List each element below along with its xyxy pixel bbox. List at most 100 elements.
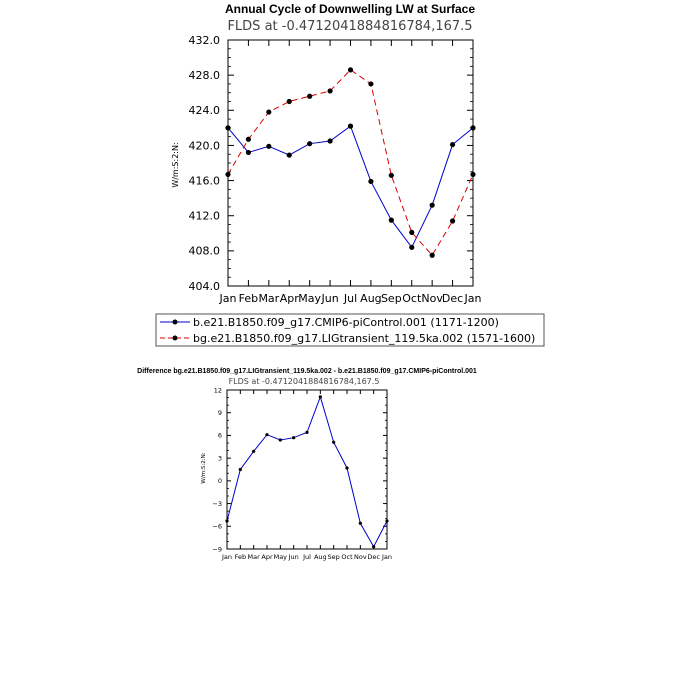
y-tick-label: 424.0 [189, 104, 221, 117]
chart2-title: Difference bg.e21.B1850.f09_g17.LIGtrans… [137, 368, 477, 375]
chart1-legend: b.e21.B1850.f09_g17.CMIP6-piControl.001 … [155, 313, 545, 347]
x-tick-label: May [274, 553, 288, 561]
x-tick-label: Oct [341, 553, 353, 561]
series-1-point [305, 430, 309, 434]
y-tick-label: 3 [218, 454, 222, 462]
plot-frame [226, 389, 388, 550]
legend-swatch-marker [172, 319, 178, 325]
series-2-point [388, 172, 394, 178]
series-2-point [245, 136, 252, 142]
y-tick-label: 408.0 [189, 245, 221, 258]
series-2-point [307, 93, 313, 99]
series-1-point [225, 125, 231, 131]
legend-label-series-2: bg.e21.B1850.f09_g17.LIGtransient_119.5k… [193, 332, 535, 345]
x-tick-label: Jan [221, 553, 232, 561]
x-tick-label: Jul [343, 292, 357, 305]
x-tick-label: Jan [464, 292, 482, 305]
series-2-point [409, 229, 415, 236]
series-1-point [449, 141, 456, 148]
y-tick-label: 12 [214, 386, 222, 394]
y-tick-label: 420.0 [189, 139, 221, 152]
y-tick-label: −3 [212, 500, 222, 508]
series-2-point [470, 171, 476, 178]
series-1-point [307, 141, 313, 147]
x-tick-label: Apr [280, 292, 300, 305]
series-line-1 [227, 125, 474, 249]
series-1-point [252, 449, 256, 453]
legend-swatch-marker [172, 335, 178, 341]
series-2-point [449, 218, 456, 224]
series-1-point [429, 202, 435, 208]
series-1-point [286, 152, 292, 158]
x-tick-label: Dec [442, 292, 463, 305]
legend-label-series-1: b.e21.B1850.f09_g17.CMIP6-piControl.001 … [193, 316, 499, 329]
x-tick-label: Mar [258, 292, 279, 305]
series-1-point [347, 123, 354, 129]
x-tick-label: Jan [381, 553, 392, 561]
legend-box [155, 313, 545, 347]
series-1-point [332, 440, 336, 444]
chart2-subtitle: FLDS at -0.4712041884816784,167.5 [229, 377, 380, 386]
series-1-point [409, 244, 415, 250]
series-line-1 [226, 395, 388, 548]
series-1-point [345, 466, 349, 470]
y-tick-label: 6 [218, 432, 222, 440]
x-tick-label: Feb [235, 553, 247, 561]
series-1-point [225, 519, 229, 523]
x-tick-label: Apr [261, 553, 273, 561]
series-1-point [292, 436, 296, 440]
series-2-point [368, 81, 374, 87]
y-tick-label: 0 [218, 477, 222, 485]
series-1-point [265, 433, 269, 437]
y-tick-label: −6 [212, 523, 222, 531]
x-tick-label: Nov [421, 292, 443, 305]
x-tick-label: May [298, 292, 321, 305]
y-tick-label: 416.0 [189, 174, 221, 187]
x-tick-label: Dec [367, 553, 380, 561]
x-tick-label: Jun [288, 553, 299, 561]
chart1-ylabel: W/m:S:2:N: [171, 142, 180, 187]
series-2-point [327, 88, 333, 94]
series-1-point [238, 467, 242, 472]
series-1-point [388, 217, 394, 223]
x-tick-label: Jul [302, 553, 311, 561]
series-1-point [368, 178, 374, 185]
chart2-ylabel: W/m:S:2:N: [201, 452, 207, 483]
x-tick-label: Aug [314, 553, 327, 561]
x-tick-label: Aug [360, 292, 381, 305]
y-tick-label: 428.0 [189, 69, 221, 82]
series-1-point [327, 138, 333, 144]
x-tick-label: Jun [320, 292, 338, 305]
x-tick-label: Mar [248, 553, 261, 561]
y-tick-label: 432.0 [189, 34, 221, 47]
series-1-point [318, 395, 322, 399]
annual-cycle-chart: Annual Cycle of Downwelling LW at Surfac… [155, 2, 545, 347]
series-2-point [347, 67, 354, 73]
chart1-subtitle: FLDS at -0.4712041884816784,167.5 [227, 19, 472, 34]
series-2-point [286, 98, 292, 105]
x-tick-label: Sep [381, 292, 402, 305]
y-tick-label: −9 [212, 545, 222, 553]
difference-chart: Difference bg.e21.B1850.f09_g17.LIGtrans… [137, 368, 477, 561]
series-1-point [245, 149, 252, 156]
y-tick-label: 404.0 [189, 280, 221, 293]
x-tick-label: Oct [402, 292, 422, 305]
series-1-point [470, 125, 476, 131]
series-2-point [266, 109, 272, 115]
chart1-title: Annual Cycle of Downwelling LW at Surfac… [225, 2, 475, 16]
x-tick-label: Feb [239, 292, 258, 305]
plot-frame [227, 39, 474, 287]
series-1-point [372, 545, 376, 549]
series-2-point [429, 252, 435, 258]
series-1-point [266, 143, 272, 149]
x-tick-label: Jan [219, 292, 237, 305]
series-line-2 [227, 69, 474, 257]
series-1-point [385, 519, 389, 523]
y-tick-label: 412.0 [189, 210, 221, 223]
x-tick-label: Nov [354, 553, 367, 561]
series-1-point [358, 521, 362, 525]
x-tick-label: Sep [328, 553, 340, 561]
series-1-point [278, 438, 282, 442]
y-tick-label: 9 [218, 409, 222, 417]
